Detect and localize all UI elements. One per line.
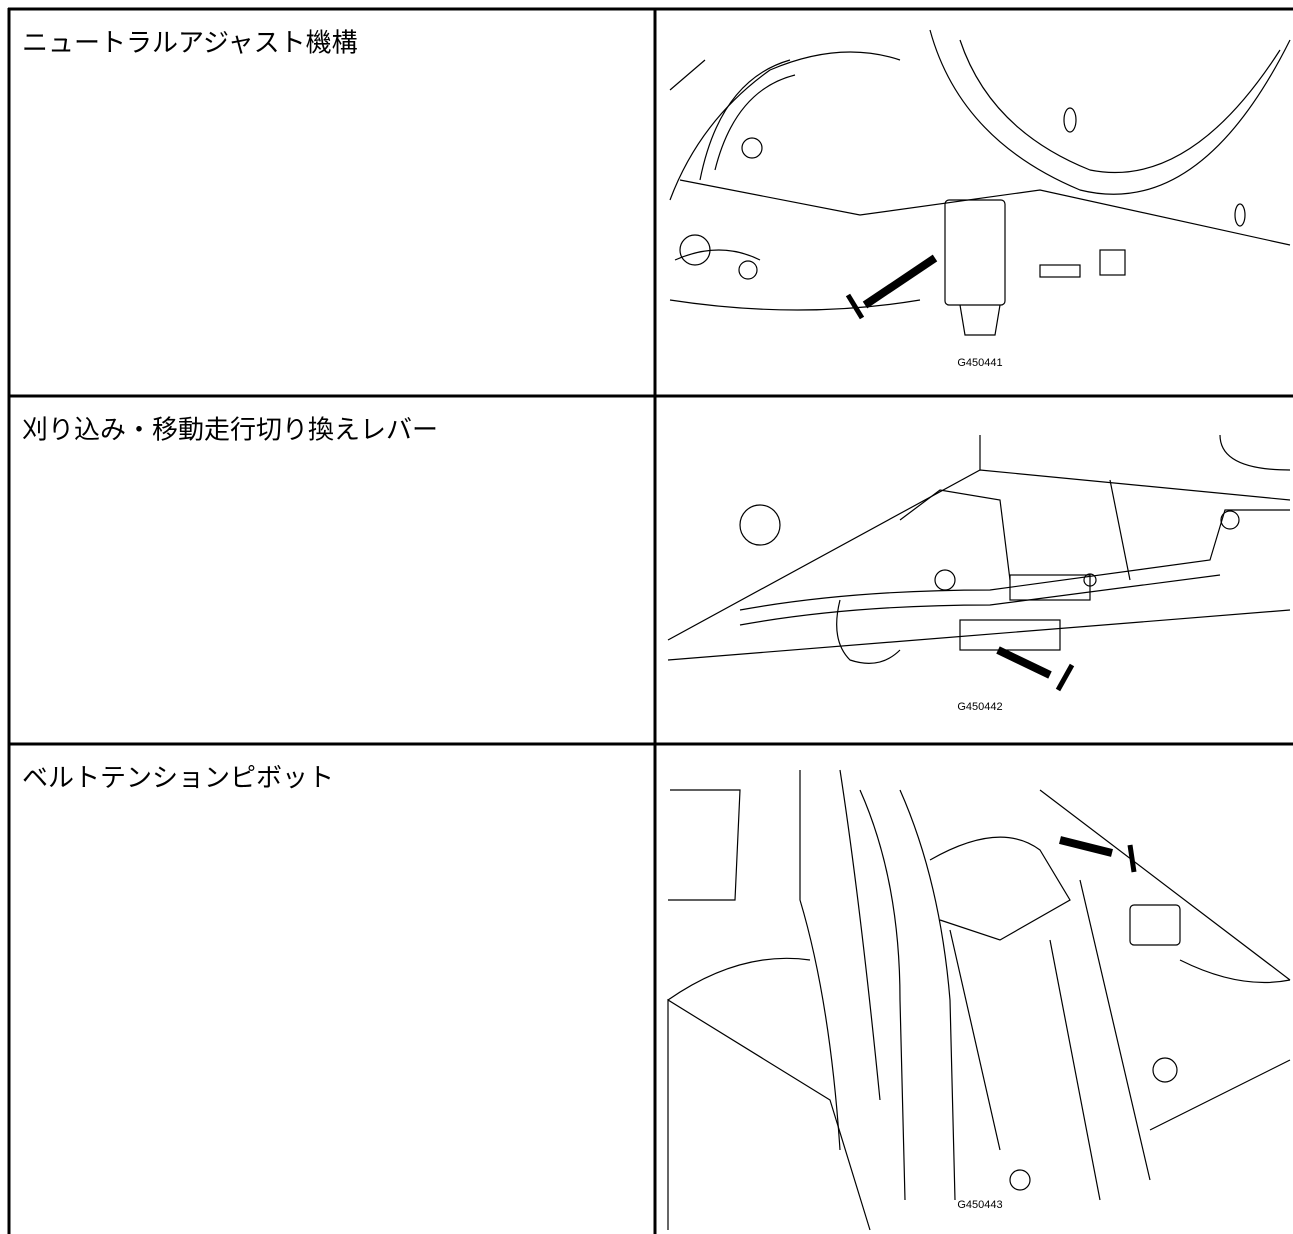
row-label: 刈り込み・移動走行切り換えレバー: [22, 416, 438, 446]
illustration: [669, 29, 1291, 336]
row-label: ベルトテンションピボット: [22, 764, 334, 794]
grease-gun: [845, 254, 938, 320]
grease-gun: [996, 646, 1075, 692]
figure-id: G450442: [957, 701, 1002, 713]
table-borders: [7, 7, 1293, 1234]
row-label: ニュートラルアジャスト機構: [22, 29, 358, 59]
figure-id: G450443: [957, 1199, 1002, 1211]
figure-id: G450441: [957, 357, 1002, 369]
grease-gun: [1059, 836, 1137, 873]
illustration: [667, 434, 1291, 664]
illustration: [667, 769, 1291, 1231]
